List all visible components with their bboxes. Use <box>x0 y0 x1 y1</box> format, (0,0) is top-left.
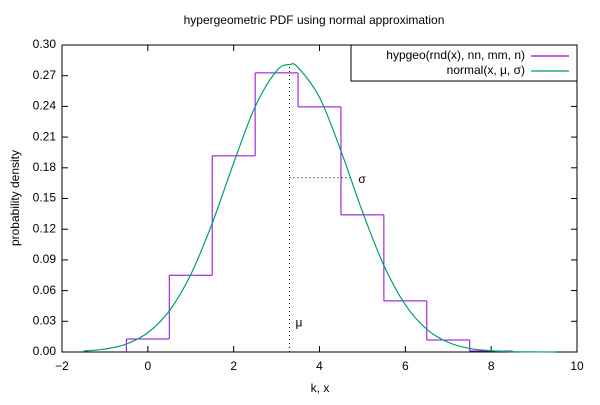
x-tick-label: 8 <box>488 359 495 373</box>
x-tick-label: 6 <box>402 359 409 373</box>
y-tick-label: 0.30 <box>33 37 57 51</box>
x-tick-label: 0 <box>144 359 151 373</box>
x-tick-label: −2 <box>55 359 69 373</box>
legend-box <box>350 44 578 82</box>
x-tick-label: 2 <box>230 359 237 373</box>
plot-frame <box>61 44 578 353</box>
chart-title: hypergeometric PDF using normal approxim… <box>184 13 445 27</box>
x-tick-label: 4 <box>316 359 323 373</box>
x-axis-label: k, x <box>311 381 330 395</box>
y-tick-label: 0.03 <box>33 313 57 327</box>
y-tick-label: 0.24 <box>33 99 57 113</box>
mu-label: μ <box>295 316 302 330</box>
y-tick-label: 0.21 <box>33 129 57 143</box>
y-axis-label: probability density <box>8 150 22 246</box>
legend-label: normal(x, μ, σ) <box>447 63 525 77</box>
sigma-label: σ <box>358 172 366 186</box>
y-tick-label: 0.15 <box>33 191 57 205</box>
legend-label: hypgeo(rnd(x), nn, mm, n) <box>386 48 525 62</box>
y-tick-label: 0.18 <box>33 160 57 174</box>
curve <box>83 63 556 353</box>
y-tick-label: 0.27 <box>33 68 57 82</box>
y-tick-label: 0.00 <box>33 344 57 358</box>
x-tick-label: 10 <box>570 359 584 373</box>
y-tick-label: 0.06 <box>33 283 57 297</box>
y-tick-label: 0.09 <box>33 252 57 266</box>
y-tick-label: 0.12 <box>33 221 57 235</box>
